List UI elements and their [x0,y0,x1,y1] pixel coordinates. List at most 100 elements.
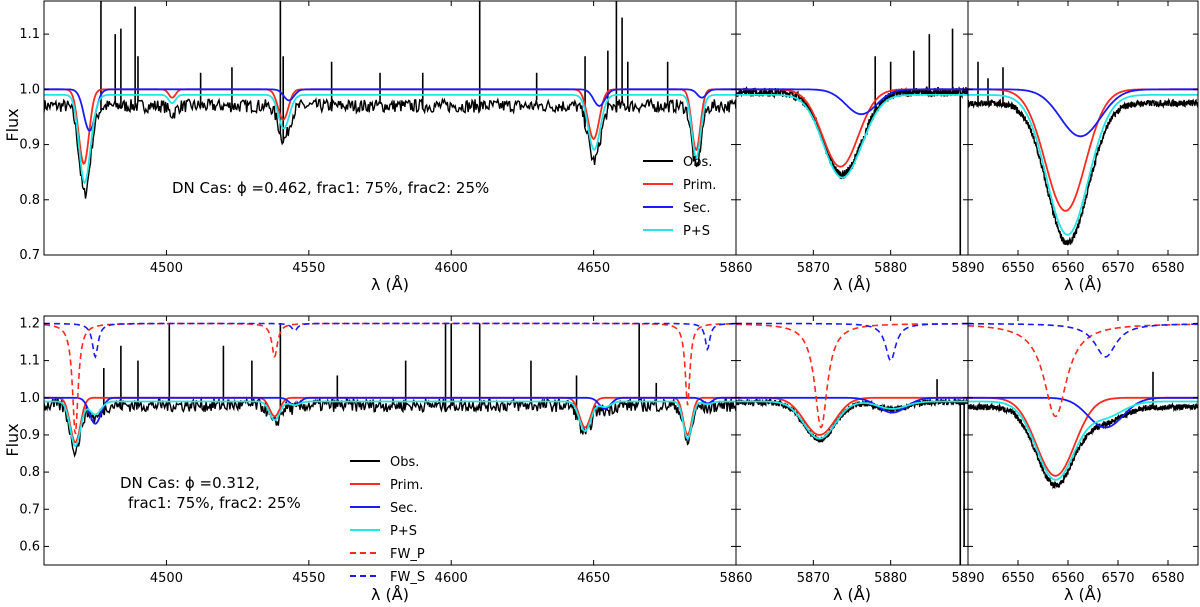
y-tick-label: 0.9 [19,428,40,443]
x-axis-label: λ (Å) [1064,275,1102,294]
x-axis-label: λ (Å) [833,585,871,604]
x-axis-label: λ (Å) [833,275,871,294]
series-fw-s [44,322,736,359]
series-sec [736,396,968,414]
series-fw-p [44,322,736,435]
series-fw-s [736,322,968,362]
x-tick-label: 5870 [797,261,830,276]
y-tick-label: 1.1 [19,354,40,369]
x-tick-label: 6560 [1051,261,1084,276]
x-tick-label: 6550 [1001,261,1034,276]
panel-bottom-1: 4500 4550 4600 4650 λ (Å) 0.6 0.7 0.8 0.9 1.0 1.1 1… [19,315,737,604]
x-tick-label: 5880 [874,261,907,276]
x-tick-label: 6570 [1101,571,1134,586]
y-tick-label: 0.6 [19,539,40,554]
x-tick-label: 6560 [1051,571,1084,586]
plot-area [44,1,736,199]
panel-frame [735,315,969,566]
legend-label: FW_S [390,570,425,585]
series-sec [968,88,1198,138]
y-tick-label: 1.0 [19,391,40,406]
series-sec [44,396,736,425]
plot-area [968,61,1198,246]
x-axis-label: λ (Å) [371,585,409,604]
y-tick-label: 0.7 [19,248,40,263]
panel-top-1: 4500 4550 4600 4650 λ (Å) 0.7 0.8 0.9 1.0 1.1 [19,0,737,294]
legend-label: P+S [683,224,710,239]
x-tick-label: 5860 [719,261,752,276]
x-tick-label: 4500 [150,261,183,276]
series-fw-p [968,323,1198,418]
y-tick-label: 1.2 [19,316,40,331]
panel-frame [43,0,737,256]
series-obs [968,97,1198,246]
series-prim [44,88,736,165]
x-tick-label: 5870 [797,571,830,586]
x-tick-label: 5880 [874,571,907,586]
legend-label: P+S [390,524,417,539]
x-tick-label: 4500 [150,571,183,586]
x-axis-label: λ (Å) [371,275,409,294]
series-prim [736,88,968,168]
x-tick-label: 6580 [1151,261,1184,276]
x-tick-label: 6570 [1101,261,1134,276]
legend-label: Sec. [390,501,418,516]
x-tick-label: 4550 [292,261,325,276]
plot-area [44,322,736,458]
legend-label: FW_P [390,547,425,562]
x-tick-label: 5860 [719,571,752,586]
x-tick-label: 4650 [577,571,610,586]
plot-area [968,322,1198,490]
y-tick-label: 0.7 [19,502,40,517]
series-obs [736,85,968,180]
top-row-plots: 4500 4550 4600 4650 λ (Å) 0.7 0.8 0.9 1.0 1.1 5860… [19,0,1199,294]
series-ps [736,94,968,179]
bottom-row-plots: 4500 4550 4600 4650 λ (Å) 0.6 0.7 0.8 0.9 1.0 1.1 1… [19,315,1199,604]
x-tick-label: 4550 [292,571,325,586]
series-ps [736,400,968,440]
x-tick-label: 6550 [1001,571,1034,586]
x-tick-label: 5890 [951,261,984,276]
y-tick-label: 0.8 [19,193,40,208]
panel-top-2: 5860 5870 5880 5890 λ (Å) [719,0,985,294]
x-tick-label: 5890 [951,571,984,586]
panel-top-3: 6550 6560 6570 6580 λ (Å) [967,0,1199,294]
y-tick-label: 1.0 [19,82,40,97]
x-tick-label: 4600 [435,571,468,586]
legend-label: Prim. [390,478,423,493]
annotation-text: DN Cas: ϕ =0.462, frac1: 75%, frac2: 25% [172,179,489,197]
panel-frame [967,0,1199,256]
panel-bottom-3: 6550 6560 6570 6580 λ (Å) [967,315,1199,604]
x-tick-label: 4650 [577,261,610,276]
series-ps [968,400,1198,481]
series-obs [968,401,1198,490]
series-obs [44,97,736,199]
panel-frame [735,0,969,256]
legend-label: Sec. [683,201,711,216]
panel-frame [967,315,1199,566]
annotation-text: DN Cas: ϕ =0.312, [120,474,260,492]
bottom-flux-label: Flux [3,423,22,456]
plot-area [736,28,968,255]
series-sec [736,88,968,116]
x-tick-label: 6580 [1151,571,1184,586]
series-sec [968,396,1198,429]
y-tick-label: 0.8 [19,465,40,480]
series-ps [968,94,1198,236]
legend-label: Prim. [683,178,716,193]
annotation-text: frac1: 75%, frac2: 25% [128,494,301,512]
legend-label: Obs. [683,155,712,170]
series-fw-p [736,322,968,429]
x-axis-label: λ (Å) [1064,585,1102,604]
panel-bottom-2: 5860 5870 5880 5890 λ (Å) [719,315,985,604]
y-tick-label: 0.9 [19,138,40,153]
y-tick-label: 1.1 [19,27,40,42]
legend-top: Obs. Prim. Sec. P+S [643,155,716,239]
plot-area [736,322,968,565]
legend-label: Obs. [390,455,419,470]
series-ps [44,94,736,185]
series-obs [44,396,736,458]
x-tick-label: 4600 [435,261,468,276]
legend-bottom: Obs. Prim. Sec. P+S FW_P FW_S [350,455,425,585]
series-sec [44,88,736,132]
